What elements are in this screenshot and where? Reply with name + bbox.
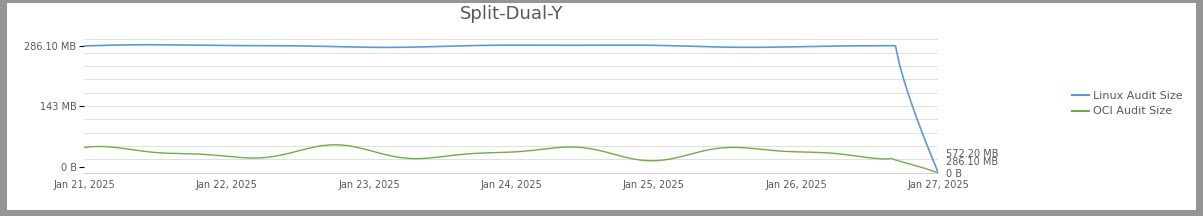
Legend: Linux Audit Size, OCI Audit Size: Linux Audit Size, OCI Audit Size xyxy=(1072,91,1183,116)
Title: Split-Dual-Y: Split-Dual-Y xyxy=(460,5,563,23)
